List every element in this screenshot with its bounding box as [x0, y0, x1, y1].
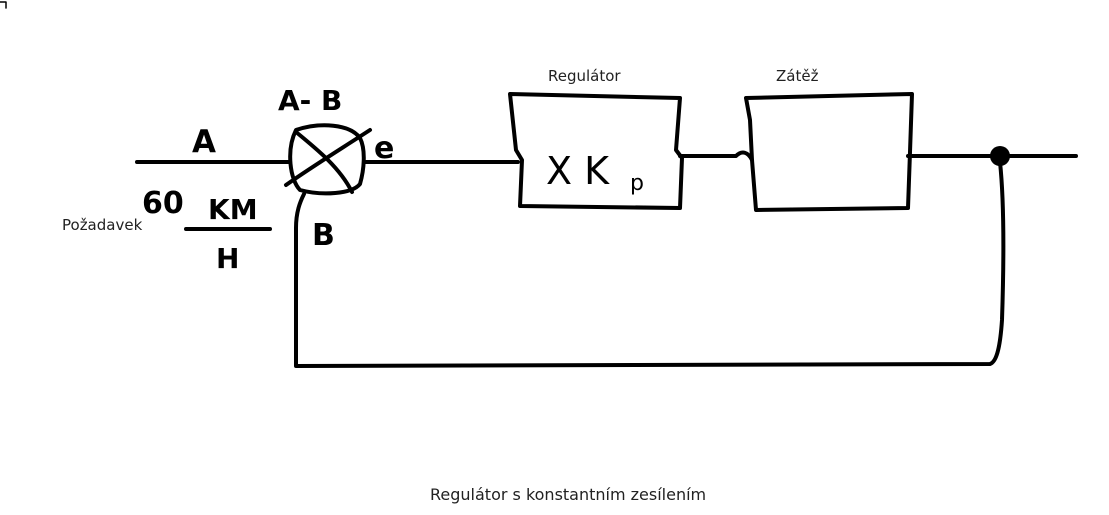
setpoint-unit-denominator: H	[216, 242, 239, 275]
setpoint-label: Požadavek	[62, 216, 143, 234]
input-signal-label: A	[192, 124, 216, 160]
summing-junction	[284, 123, 372, 196]
takeoff-node	[990, 146, 1010, 166]
summing-junction-cross-2	[294, 130, 354, 194]
regulator-title: Regulátor	[548, 67, 621, 85]
error-signal-label: e	[374, 131, 394, 166]
regulator-gain-subscript: p	[630, 171, 644, 196]
regulator-to-load-line	[678, 150, 754, 162]
summing-junction-cross-1	[284, 128, 372, 187]
difference-label: A- B	[278, 84, 342, 117]
feedback-signal-label: B	[312, 218, 335, 253]
corner-mark	[0, 1, 7, 9]
regulator-block	[508, 92, 684, 210]
summing-junction-outline	[288, 123, 366, 196]
diagram-caption: Regulátor s konstantním zesílením	[430, 485, 706, 504]
setpoint-value: 60	[142, 186, 184, 221]
regulator-gain: X K	[546, 149, 610, 193]
setpoint-unit-numerator: KM	[208, 193, 258, 226]
load-title: Zátěž	[776, 67, 819, 85]
feedback-path	[294, 160, 1006, 368]
load-block	[744, 92, 914, 212]
